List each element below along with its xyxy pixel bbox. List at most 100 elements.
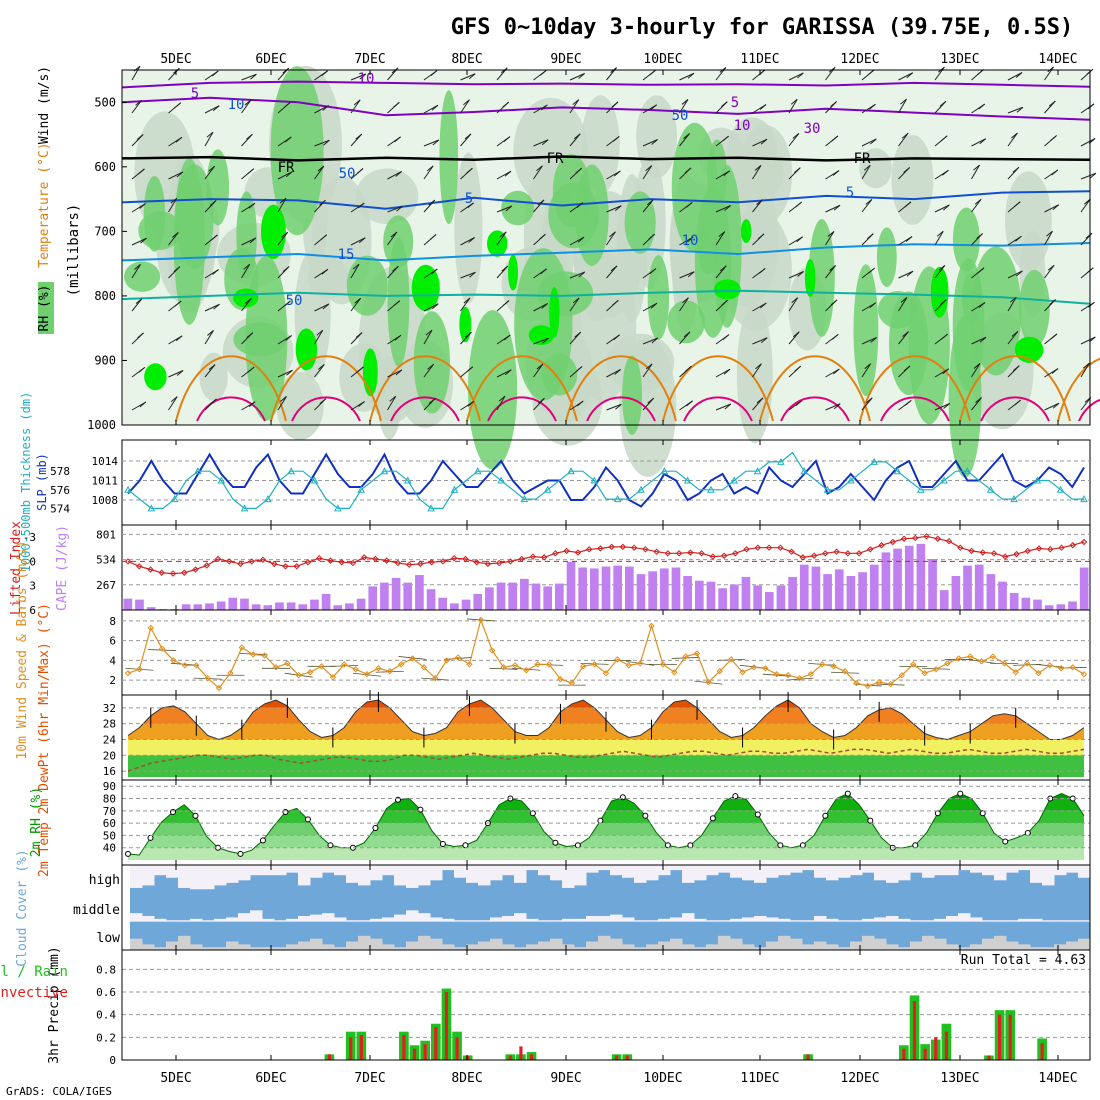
- cloud-middle-bar: [190, 918, 203, 922]
- wind-barb: [898, 331, 909, 345]
- wind-barb-flag: [319, 199, 326, 206]
- wind10-point: [341, 661, 348, 668]
- wind-barb: [423, 165, 434, 180]
- wind-barb-flag: [174, 300, 182, 307]
- lifted-index-point: [844, 550, 852, 557]
- wind-barb-flag: [322, 303, 330, 310]
- slp-tick-1011: 1011: [92, 475, 119, 488]
- wind-barb-flag: [467, 202, 474, 209]
- lifted-index-point: [417, 560, 424, 568]
- cloud-middle-bar: [1018, 918, 1031, 922]
- wind-barb-flag: [210, 398, 217, 405]
- cloud-high-bar: [922, 865, 935, 878]
- cloud-middle-bar: [598, 916, 611, 922]
- cloud-high-bar: [574, 865, 587, 886]
- wind-barb-flag: [578, 73, 585, 79]
- cape-bar: [590, 568, 599, 610]
- cloud-high-bar: [562, 865, 575, 888]
- wind-barb-flag: [572, 297, 580, 304]
- cloud-low-bar: [970, 944, 983, 950]
- wind-barb: [533, 303, 548, 312]
- wind-barb-flag: [393, 300, 401, 307]
- rh-region-bright: [528, 325, 555, 345]
- rh-region-mid: [891, 134, 934, 225]
- wind-barb-flag: [138, 366, 146, 373]
- rh2m-tick-80: 80: [103, 793, 116, 806]
- wind10-barb: [830, 671, 860, 674]
- wind-barb: [752, 165, 762, 180]
- wind10-point: [454, 654, 462, 661]
- wind-barb: [861, 138, 877, 147]
- wind-barb-flag: [284, 136, 292, 143]
- wind-barb-flag: [975, 397, 982, 403]
- rh2m-point: [259, 837, 266, 844]
- cloud-low-bar: [862, 935, 875, 950]
- precip-convective-bar: [987, 1055, 991, 1060]
- cape-bar: [788, 576, 797, 610]
- wind-barb: [971, 164, 980, 180]
- rh2m-point: [867, 817, 874, 824]
- date-label-bottom-10DEC: 10DEC: [643, 1071, 682, 1086]
- wind-barb: [825, 204, 841, 213]
- cloud-middle-bar: [838, 920, 851, 922]
- rh2m-point: [327, 842, 334, 849]
- cape-bar: [531, 583, 541, 610]
- temp-tick-16: 16: [103, 765, 116, 778]
- ylabel-wind10: 10m Wind Speed & Barbs (m/s): [15, 540, 30, 759]
- wind-barb-flag: [1011, 132, 1018, 139]
- wind10-tick-6: 6: [109, 635, 116, 648]
- lifted-index-point: [1013, 550, 1020, 558]
- lifted-index-point: [979, 549, 986, 556]
- cloud-low-bar: [226, 941, 239, 950]
- cloud-high-bar: [982, 865, 995, 876]
- wind-barb-flag: [901, 132, 909, 139]
- wind-barb-flag: [973, 363, 981, 369]
- wind-barb: [241, 99, 252, 114]
- thickness-point: [357, 485, 366, 493]
- wind-barb-flag: [575, 366, 583, 372]
- wind-barb-flag: [723, 368, 731, 375]
- cloud-high-bar: [646, 865, 659, 881]
- wind10-barb: [444, 657, 473, 660]
- rh2m-point: [777, 842, 784, 849]
- cloud-high-bar: [394, 865, 407, 886]
- cloud-middle-bar: [802, 920, 815, 922]
- lifted-index-point: [327, 557, 334, 564]
- cloud-high-bar: [142, 865, 155, 886]
- wind10-point: [272, 664, 280, 671]
- rh-legend-swatch: [38, 282, 54, 334]
- contour-label-FR: FR: [854, 151, 871, 167]
- wind-barb-flag: [756, 199, 763, 205]
- lifted-index-point: [507, 558, 514, 565]
- cloud-high-bar: [850, 865, 863, 876]
- lifted-index-point: [450, 554, 458, 562]
- thickness-point: [940, 476, 948, 484]
- cloud-middle-bar: [862, 918, 875, 922]
- lifted-index-point: [248, 558, 255, 565]
- lifted-index-point: [574, 549, 582, 556]
- wind-barb: [241, 298, 252, 312]
- cape-bar: [1079, 567, 1089, 610]
- rh-region-green: [514, 248, 573, 401]
- lifted-index-point: [158, 569, 165, 576]
- cross-section-frame: [121, 69, 1091, 426]
- cloud-middle-bar: [970, 917, 983, 922]
- rh-region-green: [206, 149, 230, 226]
- cloud-middle-bar: [262, 918, 275, 922]
- cape-tick-534: 534: [96, 554, 116, 567]
- cape-bar: [648, 571, 657, 610]
- wind-barb-flag: [905, 236, 913, 242]
- wind-barb-flag: [321, 268, 329, 275]
- cloud-low-bar: [874, 938, 887, 950]
- lifted-index-point: [1047, 546, 1054, 553]
- cloud-low-bar: [850, 941, 863, 950]
- lifted-index-point: [1058, 544, 1065, 551]
- wind-barb-flag: [687, 72, 695, 79]
- wind-barb: [387, 231, 398, 246]
- wind-barb-flag: [978, 103, 986, 110]
- wind-barb-flag: [432, 139, 440, 146]
- contour-label-50: 50: [339, 166, 356, 182]
- wind-barb-flag: [281, 231, 288, 238]
- precip-tick-0: 0: [109, 1054, 116, 1067]
- cloud-middle-bar: [730, 918, 743, 922]
